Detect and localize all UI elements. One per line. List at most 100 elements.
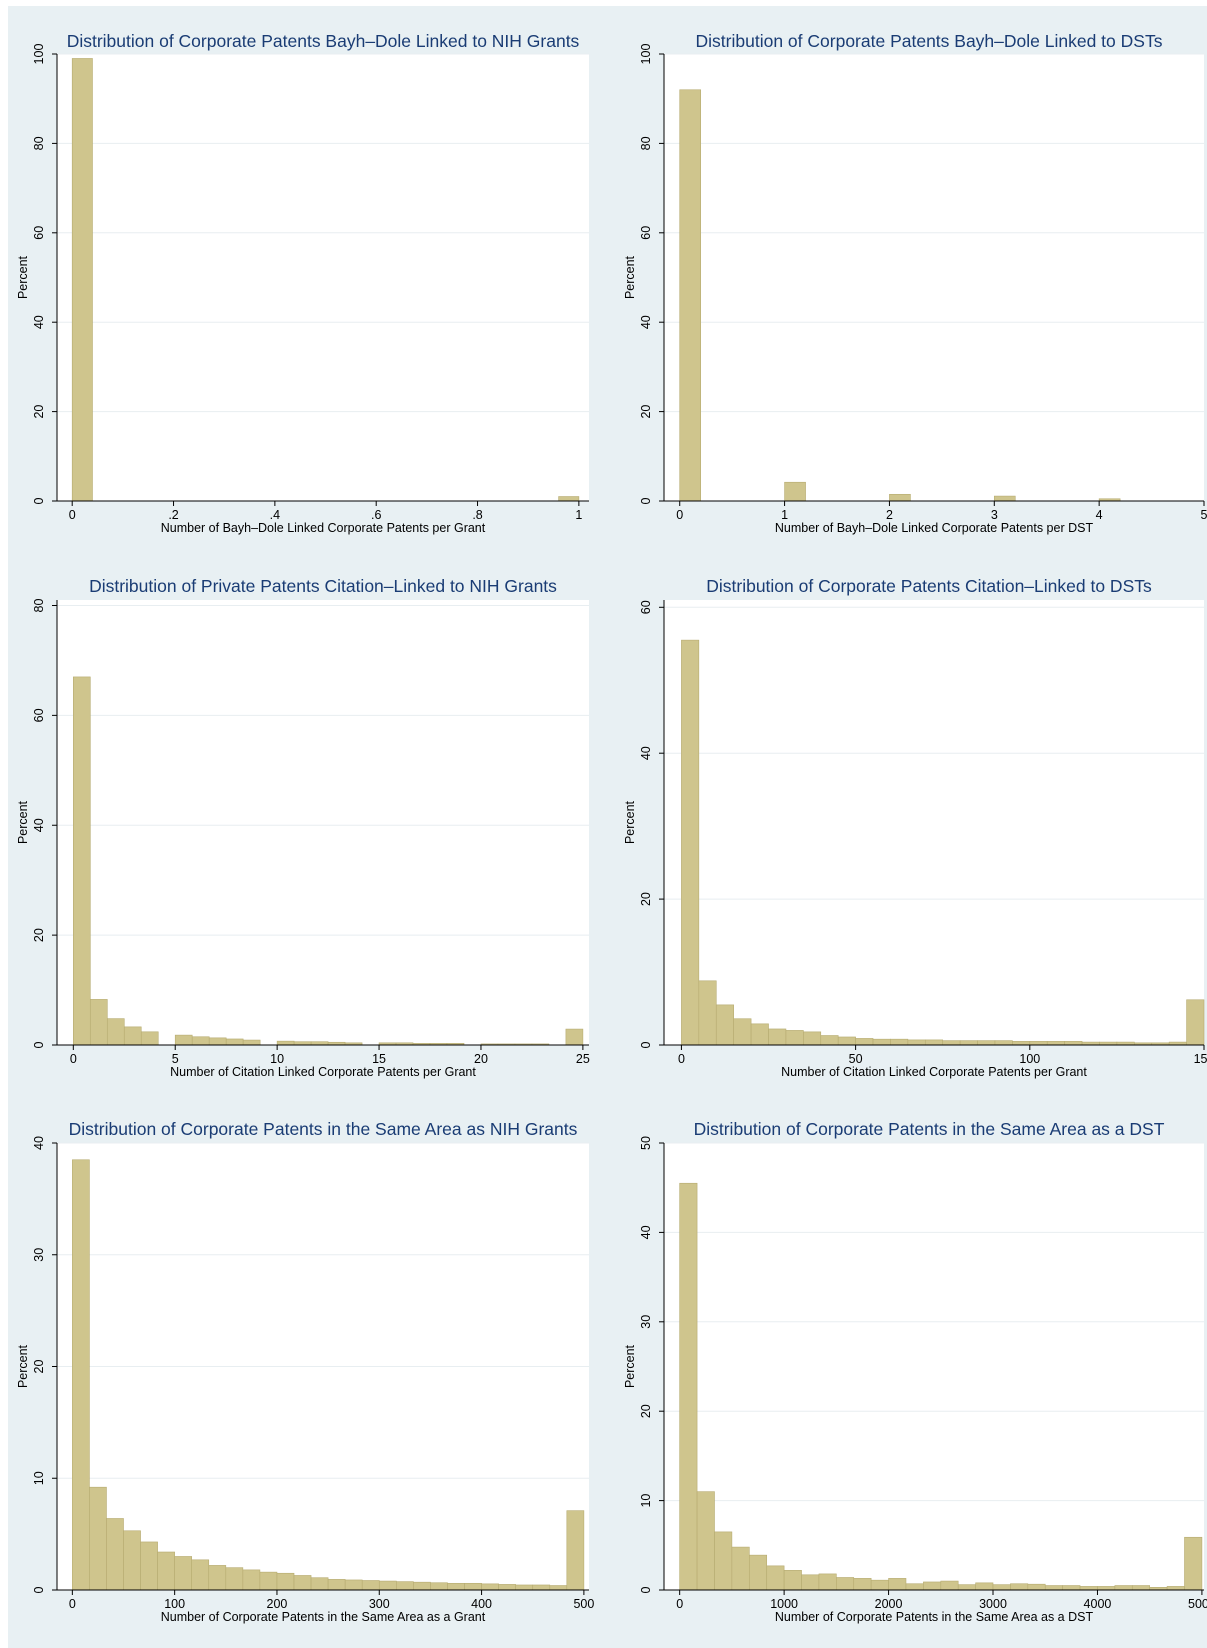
histogram-bar <box>784 481 806 502</box>
histogram-bar <box>293 1575 312 1591</box>
y-tick-label: 0 <box>32 497 46 504</box>
x-tick-label: 500 <box>573 1597 594 1611</box>
histogram-bar <box>853 1578 872 1591</box>
y-axis-title: Percent <box>16 255 30 299</box>
histogram-bar <box>123 1026 142 1046</box>
y-tick-label: 40 <box>32 1136 46 1150</box>
histogram-bar <box>413 1581 431 1591</box>
histogram-bar <box>679 89 701 502</box>
x-axis-title: Number of Citation Linked Corporate Pate… <box>170 1065 476 1079</box>
chart-title: Distribution of Corporate Patents Bayh–D… <box>696 31 1163 51</box>
histogram-bar <box>959 1040 978 1046</box>
x-tick-label: 400 <box>471 1597 492 1611</box>
y-axis-title: Percent <box>623 1344 637 1388</box>
chart-panel-4: 0 20 40 60 0 50 100 150 Percent Number of Citatio… <box>623 576 1207 1079</box>
y-tick-label: 60 <box>32 708 46 722</box>
histogram-bar <box>803 1031 822 1046</box>
histogram-bar <box>994 1040 1013 1046</box>
histogram-bar <box>733 1018 752 1046</box>
y-tick-label: 30 <box>639 1315 653 1329</box>
x-tick-label: .6 <box>371 508 381 522</box>
histogram-bar <box>942 1040 961 1046</box>
histogram-bar <box>259 1571 278 1591</box>
histogram-bar <box>1079 1586 1098 1591</box>
histogram-bar <box>766 1565 785 1591</box>
histogram-bar <box>464 1582 482 1591</box>
x-tick-label: 1000 <box>770 1597 798 1611</box>
histogram-bar <box>679 1182 698 1591</box>
histogram-bar <box>361 1580 380 1591</box>
histogram-bar <box>801 1574 820 1591</box>
chart-title: Distribution of Corporate Patents in the… <box>694 1119 1165 1139</box>
histogram-bar <box>1184 1536 1203 1591</box>
histogram-bar <box>977 1040 996 1046</box>
x-tick-label: 10 <box>270 1052 284 1066</box>
histogram-bar <box>558 496 580 502</box>
histogram-bar <box>71 58 93 502</box>
histogram-bar <box>123 1530 141 1591</box>
y-tick-label: 30 <box>32 1248 46 1262</box>
histogram-bar <box>225 1567 244 1591</box>
y-tick-label: 0 <box>32 1586 46 1593</box>
histogram-bar <box>378 1580 397 1591</box>
y-tick-label: 20 <box>639 892 653 906</box>
x-tick-label: 1 <box>781 508 788 522</box>
histogram-bar <box>532 1584 551 1591</box>
x-tick-label: 200 <box>267 1597 288 1611</box>
x-tick-label: 0 <box>676 1597 683 1611</box>
histogram-bar <box>1012 1041 1031 1046</box>
y-tick-label: 20 <box>32 405 46 419</box>
histogram-bar <box>208 1037 227 1046</box>
histogram-bar <box>1097 1586 1116 1591</box>
histogram-bar <box>140 1031 159 1046</box>
histogram-bar <box>498 1584 516 1591</box>
histogram-bar <box>907 1039 926 1046</box>
plot-area <box>664 1143 1204 1590</box>
histogram-bar <box>565 1028 584 1046</box>
histogram-bar <box>1064 1041 1083 1046</box>
chart-title: Distribution of Corporate Patents Bayh–D… <box>67 31 580 51</box>
x-axis-title: Number of Corporate Patents in the Same … <box>775 1610 1094 1624</box>
x-axis-title: Number of Bayh–Dole Linked Corporate Pat… <box>775 521 1094 535</box>
y-tick-label: 0 <box>639 1041 653 1048</box>
x-tick-label: 15 <box>372 1052 386 1066</box>
histogram-bar <box>1166 1586 1185 1591</box>
histogram-bar <box>890 1038 909 1046</box>
histogram-bar <box>698 980 717 1046</box>
y-axis-title: Percent <box>16 800 30 844</box>
x-axis-title: Number of Citation Linked Corporate Pate… <box>781 1065 1087 1079</box>
y-tick-label: 10 <box>639 1494 653 1508</box>
histogram-bar <box>748 1554 768 1591</box>
y-tick-label: 60 <box>639 600 653 614</box>
histogram-bar <box>696 1491 715 1591</box>
histogram-bar <box>818 1573 837 1591</box>
histogram-bar <box>174 1034 193 1046</box>
histogram-bar <box>870 1579 889 1591</box>
y-tick-label: 100 <box>639 44 653 65</box>
histogram-bar <box>174 1556 193 1591</box>
histogram-bar <box>157 1551 175 1591</box>
histogram-bar <box>1186 999 1205 1046</box>
histogram-bar <box>396 1581 414 1591</box>
histogram-bar <box>515 1584 534 1591</box>
y-tick-label: 0 <box>32 1041 46 1048</box>
x-tick-label: .4 <box>270 508 280 522</box>
x-tick-label: .2 <box>168 508 178 522</box>
histogram-bar <box>1131 1585 1150 1591</box>
x-tick-label: 100 <box>1019 1052 1040 1066</box>
histogram-bar <box>924 1039 944 1046</box>
x-tick-label: 100 <box>164 1597 185 1611</box>
chart-title: Distribution of Corporate Patents in the… <box>69 1119 578 1139</box>
histogram-bar <box>242 1039 261 1046</box>
y-tick-label: 20 <box>639 1404 653 1418</box>
histogram-bar <box>992 1584 1011 1591</box>
histogram-bar <box>140 1541 158 1591</box>
histogram-bar <box>940 1580 959 1591</box>
x-tick-label: 50 <box>849 1052 863 1066</box>
histogram-bar <box>72 1159 90 1591</box>
y-tick-label: 0 <box>639 1586 653 1593</box>
histogram-bar <box>768 1028 787 1046</box>
y-tick-label: 40 <box>32 315 46 329</box>
